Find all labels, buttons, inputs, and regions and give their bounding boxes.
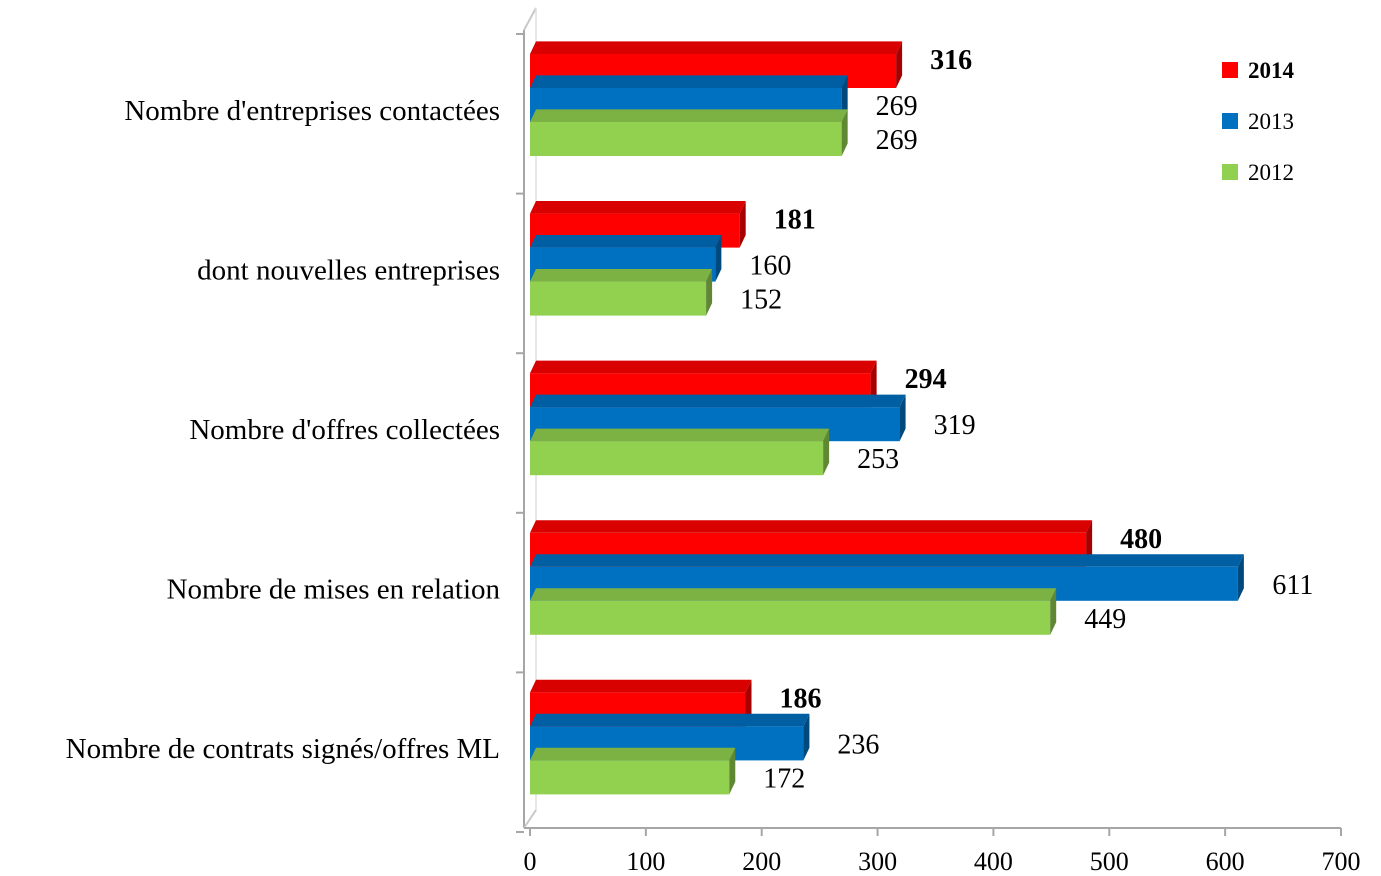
x-tick-label: 200 [742, 847, 781, 876]
category-label: dont nouvelles entreprises [197, 254, 500, 286]
data-label-2013: 611 [1272, 570, 1313, 601]
data-label-2013: 319 [934, 410, 976, 441]
data-label-2012: 152 [740, 285, 782, 316]
data-label-2012: 172 [763, 763, 805, 794]
bar-2012 [530, 109, 848, 156]
floor-edge [523, 809, 537, 829]
bar-2012 [530, 428, 830, 476]
data-label-2014: 181 [774, 205, 816, 236]
bar-2012 [530, 588, 1057, 635]
legend-swatch [1222, 113, 1238, 129]
x-tick-label: 400 [974, 847, 1013, 876]
legend-item-2012: 2012 [1222, 160, 1294, 185]
data-label-2013: 160 [749, 251, 791, 282]
legend-item-2014: 2014 [1222, 58, 1295, 83]
legend-item-2013: 2013 [1222, 109, 1294, 134]
bar-series-group [530, 41, 1244, 795]
data-label-2012: 449 [1084, 604, 1126, 635]
x-tick-label: 100 [626, 847, 665, 876]
legend-label: 2012 [1248, 160, 1294, 185]
legend-label: 2014 [1248, 58, 1295, 83]
legend-swatch [1222, 62, 1238, 78]
x-tick-label: 300 [858, 847, 897, 876]
x-tick-label: 600 [1206, 847, 1245, 876]
legend-label: 2013 [1248, 109, 1294, 134]
data-label-2014: 480 [1120, 524, 1162, 555]
data-label-2014: 186 [779, 683, 821, 714]
data-label-2013: 269 [876, 91, 918, 122]
category-labels: Nombre d'entreprises contactées dont nouv… [66, 95, 501, 765]
category-label: Nombre de contrats signés/offres ML [66, 733, 500, 765]
data-label-2013: 236 [837, 729, 879, 760]
x-tick-label: 500 [1090, 847, 1129, 876]
data-label-2012: 269 [876, 125, 918, 156]
category-label: Nombre d'entreprises contactées [124, 95, 500, 127]
legend: 2014 2013 2012 [1222, 58, 1295, 185]
wall-edge [523, 7, 537, 31]
x-axis: 0 100 200 300 400 500 600 700 [524, 828, 1361, 876]
x-tick-label: 0 [524, 847, 537, 876]
data-label-2014: 316 [930, 45, 972, 76]
category-label: Nombre de mises en relation [167, 574, 501, 606]
x-tick-label: 700 [1322, 847, 1361, 876]
legend-swatch [1222, 164, 1238, 180]
data-label-2012: 253 [857, 444, 899, 475]
bar-2012 [530, 269, 713, 316]
category-label: Nombre d'offres collectées [189, 414, 500, 446]
bar-2012 [530, 747, 736, 795]
data-label-2014: 294 [905, 364, 947, 395]
